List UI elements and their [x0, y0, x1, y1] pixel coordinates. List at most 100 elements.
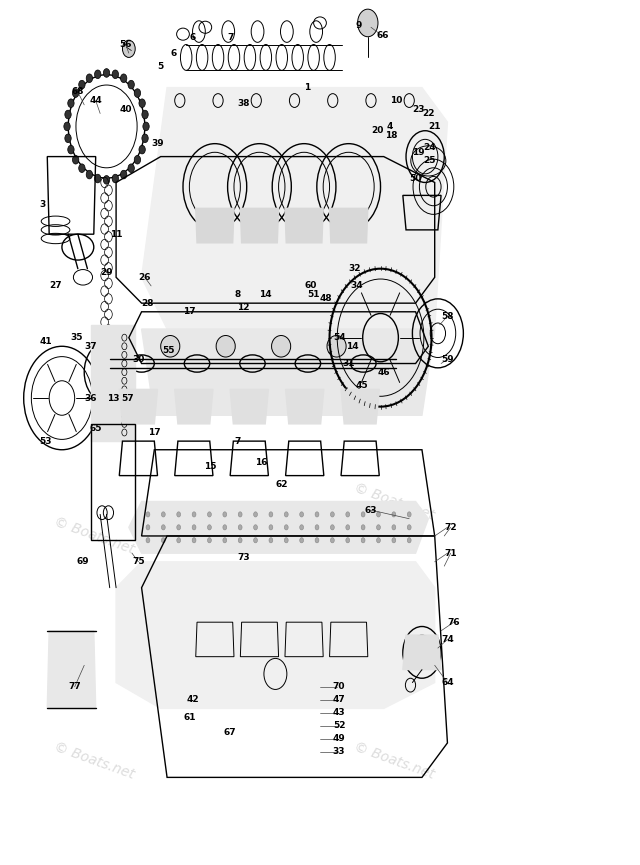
Circle shape: [65, 110, 71, 119]
Circle shape: [407, 538, 411, 543]
Text: 6: 6: [189, 33, 196, 42]
Polygon shape: [230, 389, 268, 424]
Circle shape: [139, 99, 145, 107]
Text: 52: 52: [333, 721, 346, 730]
Circle shape: [120, 170, 127, 179]
Text: 55: 55: [162, 346, 175, 356]
Circle shape: [392, 512, 396, 517]
Text: 10: 10: [390, 96, 403, 105]
Text: 75: 75: [132, 557, 145, 567]
Polygon shape: [91, 324, 135, 441]
Circle shape: [223, 538, 227, 543]
Circle shape: [79, 163, 85, 172]
Circle shape: [407, 512, 411, 517]
Polygon shape: [330, 208, 368, 243]
Text: 23: 23: [413, 105, 425, 113]
Text: 65: 65: [90, 424, 102, 432]
Circle shape: [192, 525, 196, 530]
Text: 27: 27: [49, 281, 62, 291]
Circle shape: [392, 525, 396, 530]
Text: © Boats.net: © Boats.net: [352, 739, 436, 781]
Ellipse shape: [161, 336, 180, 357]
Circle shape: [253, 525, 257, 530]
Circle shape: [238, 525, 242, 530]
Text: 26: 26: [138, 272, 151, 282]
Circle shape: [300, 512, 303, 517]
Circle shape: [192, 538, 196, 543]
Text: 77: 77: [68, 682, 81, 691]
Circle shape: [346, 512, 349, 517]
Text: 38: 38: [237, 99, 250, 107]
Ellipse shape: [271, 336, 291, 357]
Text: 33: 33: [333, 747, 346, 756]
Circle shape: [142, 134, 148, 143]
Circle shape: [361, 525, 365, 530]
Text: 14: 14: [346, 342, 358, 351]
Text: 70: 70: [333, 682, 346, 691]
Circle shape: [376, 538, 380, 543]
Text: 28: 28: [141, 298, 154, 308]
Circle shape: [223, 525, 227, 530]
Text: 66: 66: [376, 31, 388, 41]
Circle shape: [112, 70, 118, 79]
Text: 49: 49: [333, 734, 346, 743]
Circle shape: [207, 525, 211, 530]
Ellipse shape: [216, 336, 236, 357]
Text: 46: 46: [378, 368, 390, 376]
Circle shape: [269, 512, 273, 517]
Circle shape: [284, 512, 288, 517]
Text: 54: 54: [333, 333, 346, 343]
Text: 48: 48: [320, 294, 333, 304]
Circle shape: [65, 134, 71, 143]
Text: 7: 7: [234, 437, 241, 445]
Circle shape: [86, 170, 93, 179]
Text: 37: 37: [84, 342, 97, 351]
Circle shape: [330, 512, 334, 517]
Text: 45: 45: [355, 381, 368, 389]
Polygon shape: [341, 389, 380, 424]
Circle shape: [143, 122, 149, 131]
Text: 76: 76: [447, 618, 460, 626]
Text: 6: 6: [170, 48, 177, 58]
Text: 71: 71: [444, 548, 457, 558]
Circle shape: [192, 512, 196, 517]
Circle shape: [139, 145, 145, 154]
Text: 41: 41: [40, 337, 52, 347]
Circle shape: [177, 525, 180, 530]
Text: © Boats.net: © Boats.net: [52, 515, 137, 557]
Text: 43: 43: [333, 708, 346, 717]
Polygon shape: [116, 562, 435, 708]
Circle shape: [177, 538, 180, 543]
Text: 68: 68: [72, 87, 84, 96]
Text: 22: 22: [422, 109, 435, 118]
Text: 4: 4: [387, 122, 394, 131]
Polygon shape: [285, 389, 324, 424]
Text: 30: 30: [132, 355, 145, 363]
Circle shape: [146, 512, 150, 517]
Text: 14: 14: [260, 290, 272, 299]
Text: 12: 12: [237, 303, 250, 312]
Circle shape: [361, 512, 365, 517]
Text: 69: 69: [77, 557, 89, 567]
Circle shape: [269, 538, 273, 543]
Circle shape: [376, 525, 380, 530]
Circle shape: [253, 512, 257, 517]
Text: 17: 17: [148, 428, 161, 437]
Circle shape: [72, 156, 79, 164]
Circle shape: [300, 525, 303, 530]
Text: 50: 50: [410, 174, 422, 183]
Text: 39: 39: [151, 139, 164, 148]
Text: 1: 1: [304, 83, 310, 92]
Polygon shape: [403, 635, 441, 670]
Text: 18: 18: [385, 131, 397, 139]
Text: 7: 7: [228, 33, 234, 42]
Circle shape: [142, 110, 148, 119]
Text: 67: 67: [223, 728, 236, 737]
Text: 34: 34: [351, 281, 364, 291]
Circle shape: [300, 538, 303, 543]
Text: 8: 8: [234, 290, 240, 299]
Circle shape: [330, 538, 334, 543]
Text: 3: 3: [40, 200, 46, 208]
Text: 20: 20: [371, 126, 383, 135]
Circle shape: [103, 68, 109, 77]
